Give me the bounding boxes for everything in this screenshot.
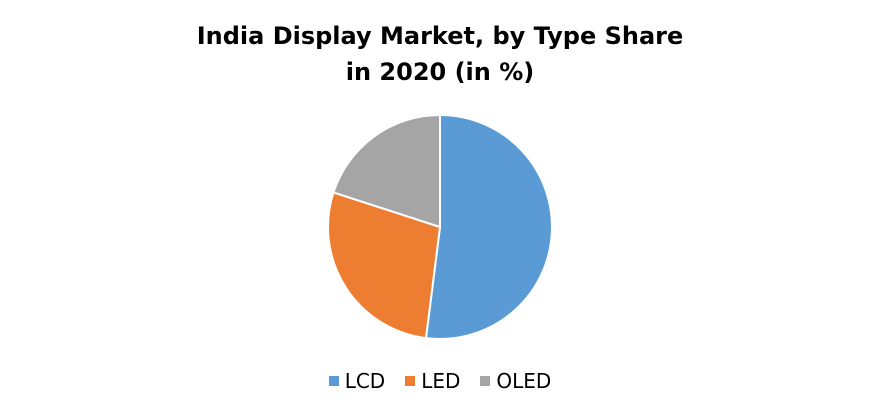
legend-item-lcd: LCD [328, 369, 386, 393]
pie-slices [327, 114, 553, 340]
legend: LCD LED OLED [0, 369, 880, 393]
pie-slice-led [327, 191, 441, 340]
chart-title: India Display Market, by Type Share in 2… [0, 18, 880, 90]
pie-slice-oled [332, 114, 441, 228]
legend-label-led: LED [421, 369, 461, 393]
pie-slice-lcd [424, 114, 553, 340]
chart-title-line-1: India Display Market, by Type Share [196, 22, 684, 50]
legend-swatch-led [405, 376, 416, 386]
legend-label-lcd: LCD [344, 369, 386, 393]
legend-swatch-lcd [328, 376, 339, 386]
legend-label-oled: OLED [496, 369, 552, 393]
chart-title-line-2: in 2020 (in %) [345, 58, 535, 86]
legend-item-oled: OLED [480, 369, 551, 393]
legend-swatch-oled [480, 376, 491, 386]
legend-item-led: LED [405, 369, 460, 393]
